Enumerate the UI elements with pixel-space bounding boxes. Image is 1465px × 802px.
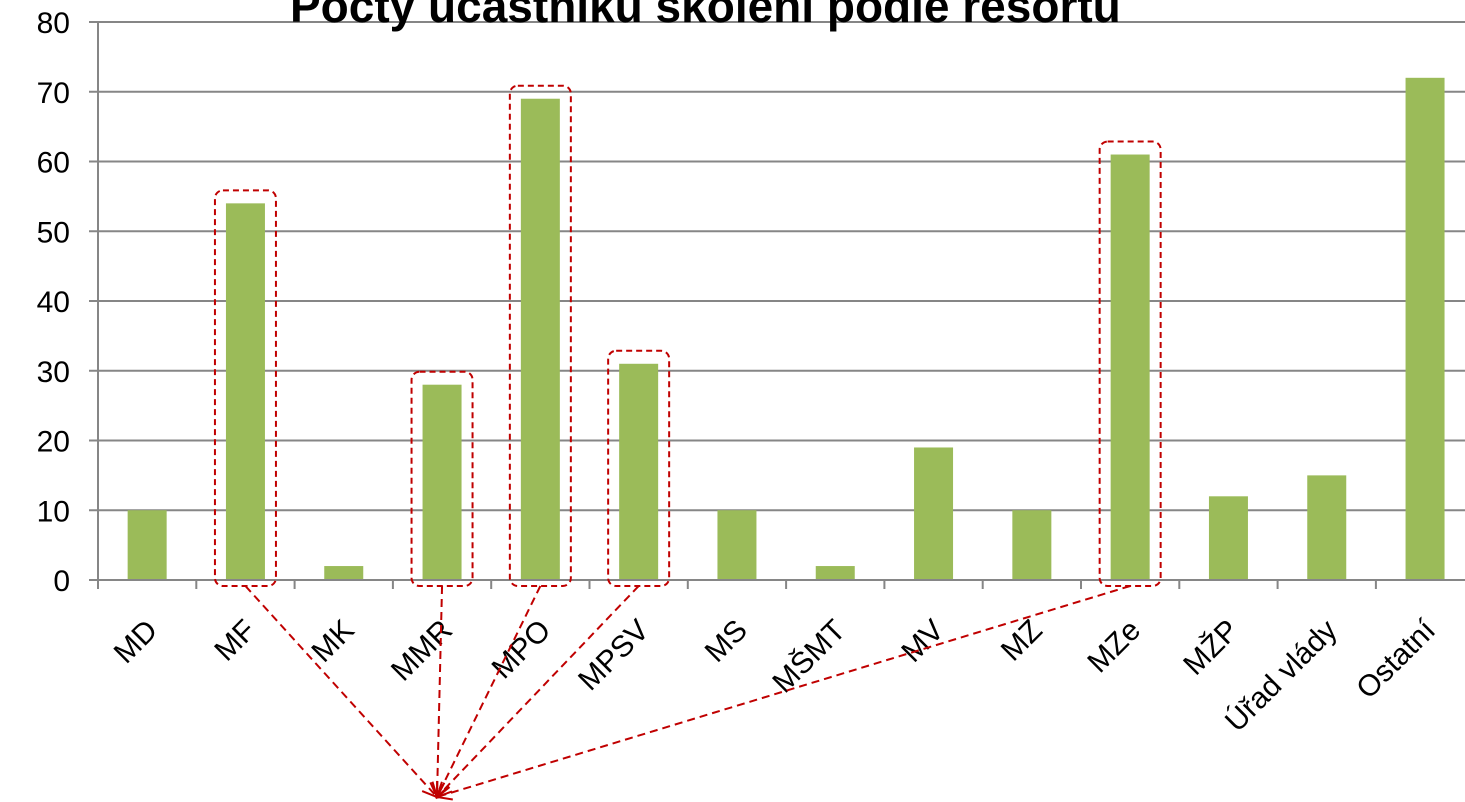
bar-MZ (1012, 510, 1052, 580)
highlight-annotations (213, 84, 1162, 801)
y-tick-label: 30 (37, 356, 70, 389)
arrowhead-MZe (434, 785, 453, 801)
highlight-box-MPO (508, 84, 572, 587)
y-tick-label: 20 (37, 426, 70, 459)
y-tick-label: 80 (37, 7, 70, 40)
bar-MV (914, 447, 954, 580)
bar-MF (225, 203, 265, 580)
highlight-arrow-MF (244, 585, 438, 798)
bar-MPSV (619, 363, 659, 580)
x-tick-label: MMR (385, 614, 459, 688)
x-tick-label: MŠMT (766, 613, 852, 699)
x-tick-label: MV (895, 614, 950, 669)
bar-MS (717, 510, 757, 580)
y-tick-label: 0 (53, 565, 70, 598)
bar-MD (127, 510, 167, 580)
bar-MZe (1110, 154, 1150, 580)
y-tick-label: 70 (37, 77, 70, 110)
x-tick-label: MF (208, 614, 262, 668)
x-tick-label: MPSV (572, 614, 655, 697)
x-tick-label: Ostatní (1350, 613, 1442, 705)
x-tick-label: MK (306, 614, 361, 669)
bar-MŽP (1208, 496, 1248, 580)
x-tick-label: MŽP (1177, 614, 1245, 682)
y-tick-label: 10 (37, 495, 70, 528)
highlight-arrow-MPO (436, 585, 542, 798)
x-tick-label: MD (108, 614, 164, 670)
y-tick-label: 40 (37, 286, 70, 319)
y-tick-label: 60 (37, 147, 70, 180)
x-tick-label: MS (699, 614, 754, 669)
chart-title: Počty účastníků školení podle resortů (290, 0, 1121, 32)
highlight-arrow-MZe (436, 585, 1131, 798)
gridlines (98, 21, 1465, 512)
bar-MPO (520, 98, 560, 580)
bar-MŠMT (815, 566, 855, 580)
highlight-arrow-MPSV (436, 585, 640, 798)
bars (127, 77, 1445, 581)
y-tick-label: 50 (37, 216, 70, 249)
bar-MMR (422, 384, 462, 580)
x-tick-label: MZe (1081, 614, 1147, 680)
bar-Úřad vlády (1307, 475, 1347, 580)
highlight-arrow-MMR (436, 585, 444, 798)
bar-MK (324, 566, 364, 580)
x-tick-label: MZ (995, 614, 1049, 668)
bar-Ostatní (1405, 77, 1445, 581)
